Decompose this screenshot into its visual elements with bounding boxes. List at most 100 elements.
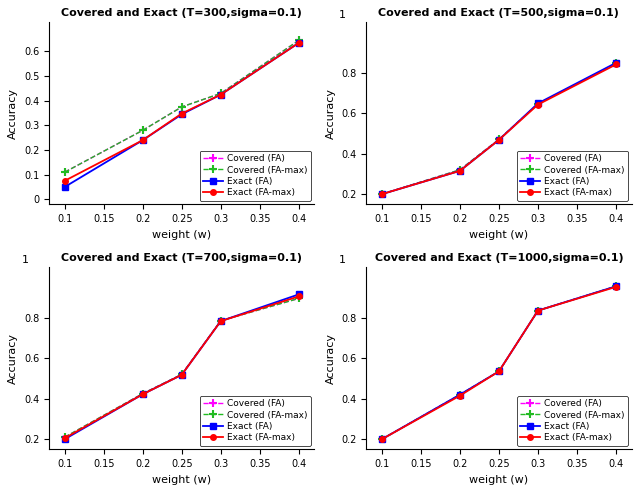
Covered (FA-max) [495,137,503,142]
Text: 1: 1 [22,255,29,265]
Covered (FA-max) [61,434,68,440]
Covered (FA-max) [295,37,303,43]
Line: Covered (FA-max): Covered (FA-max) [378,59,620,198]
Covered (FA-max) [534,308,542,314]
Exact (FA-max) [534,308,542,314]
Exact (FA) [534,101,542,106]
Line: Covered (FA-max): Covered (FA-max) [60,294,303,441]
Title: Covered and Exact (T=1000,sigma=0.1): Covered and Exact (T=1000,sigma=0.1) [374,253,623,263]
Covered (FA-max) [178,371,186,377]
Exact (FA-max) [217,318,225,324]
Covered (FA) [61,169,68,175]
Exact (FA) [495,137,503,143]
Covered (FA) [456,167,464,173]
X-axis label: weight (w): weight (w) [152,475,211,485]
Exact (FA-max) [178,372,186,378]
Covered (FA) [178,104,186,110]
Line: Exact (FA): Exact (FA) [62,40,301,190]
Title: Covered and Exact (T=500,sigma=0.1): Covered and Exact (T=500,sigma=0.1) [378,8,620,18]
Covered (FA) [178,371,186,377]
Exact (FA-max) [495,137,503,143]
Covered (FA-max) [178,104,186,110]
Line: Exact (FA): Exact (FA) [379,283,619,442]
Covered (FA-max) [456,167,464,173]
Exact (FA) [217,92,225,98]
Title: Covered and Exact (T=700,sigma=0.1): Covered and Exact (T=700,sigma=0.1) [61,253,302,263]
Exact (FA-max) [456,393,464,399]
Covered (FA-max) [378,191,386,197]
Covered (FA-max) [139,390,147,396]
Covered (FA) [612,61,620,67]
Exact (FA) [295,291,303,297]
Exact (FA) [61,184,68,190]
Covered (FA) [61,434,68,440]
Covered (FA) [378,436,386,442]
Exact (FA-max) [378,436,386,442]
Exact (FA-max) [534,102,542,107]
Legend: Covered (FA), Covered (FA-max), Exact (FA), Exact (FA-max): Covered (FA), Covered (FA-max), Exact (F… [517,151,628,201]
Legend: Covered (FA), Covered (FA-max), Exact (FA), Exact (FA-max): Covered (FA), Covered (FA-max), Exact (F… [517,396,628,446]
Covered (FA) [495,137,503,142]
Exact (FA-max) [612,62,620,68]
Covered (FA) [612,283,620,289]
Line: Covered (FA): Covered (FA) [60,294,303,441]
Legend: Covered (FA), Covered (FA-max), Exact (FA), Exact (FA-max): Covered (FA), Covered (FA-max), Exact (F… [200,151,311,201]
Y-axis label: Accuracy: Accuracy [8,88,19,139]
Covered (FA) [217,318,225,324]
Exact (FA-max) [495,368,503,374]
Exact (FA) [178,372,186,378]
Covered (FA) [534,101,542,107]
Covered (FA) [139,127,147,133]
Covered (FA) [495,368,503,374]
Exact (FA) [612,60,620,66]
Y-axis label: Accuracy: Accuracy [326,88,335,139]
Exact (FA-max) [295,293,303,299]
Exact (FA-max) [456,168,464,174]
Exact (FA) [217,318,225,324]
Covered (FA-max) [534,101,542,107]
Title: Covered and Exact (T=300,sigma=0.1): Covered and Exact (T=300,sigma=0.1) [61,8,302,18]
Exact (FA-max) [61,178,68,184]
Covered (FA) [295,295,303,301]
Exact (FA) [456,168,464,174]
Covered (FA) [378,191,386,197]
Legend: Covered (FA), Covered (FA-max), Exact (FA), Exact (FA-max): Covered (FA), Covered (FA-max), Exact (F… [200,396,311,446]
Exact (FA) [378,436,386,442]
Exact (FA) [295,40,303,46]
Exact (FA) [178,111,186,117]
Covered (FA) [534,308,542,314]
Covered (FA-max) [217,318,225,324]
X-axis label: weight (w): weight (w) [469,230,529,240]
Line: Exact (FA): Exact (FA) [379,60,619,197]
Exact (FA) [534,308,542,314]
Line: Covered (FA): Covered (FA) [378,59,620,198]
Covered (FA-max) [217,90,225,96]
Exact (FA) [139,137,147,143]
Text: 1: 1 [339,255,346,265]
Line: Covered (FA): Covered (FA) [378,282,620,443]
Line: Covered (FA-max): Covered (FA-max) [378,282,620,443]
Exact (FA) [612,283,620,289]
Covered (FA) [456,392,464,398]
Covered (FA-max) [61,169,68,175]
X-axis label: weight (w): weight (w) [152,230,211,240]
Exact (FA) [495,368,503,374]
Covered (FA-max) [456,392,464,398]
Exact (FA-max) [178,110,186,116]
Line: Covered (FA-max): Covered (FA-max) [60,36,303,176]
Covered (FA-max) [139,127,147,133]
Covered (FA) [295,37,303,43]
Exact (FA-max) [612,284,620,290]
X-axis label: weight (w): weight (w) [469,475,529,485]
Line: Exact (FA-max): Exact (FA-max) [379,284,619,442]
Y-axis label: Accuracy: Accuracy [326,333,335,384]
Line: Exact (FA-max): Exact (FA-max) [379,62,619,197]
Covered (FA-max) [612,283,620,289]
Exact (FA-max) [139,137,147,143]
Exact (FA) [61,436,68,442]
Exact (FA-max) [61,435,68,441]
Exact (FA) [378,191,386,197]
Y-axis label: Accuracy: Accuracy [8,333,19,384]
Text: 1: 1 [339,10,346,20]
Covered (FA) [217,90,225,96]
